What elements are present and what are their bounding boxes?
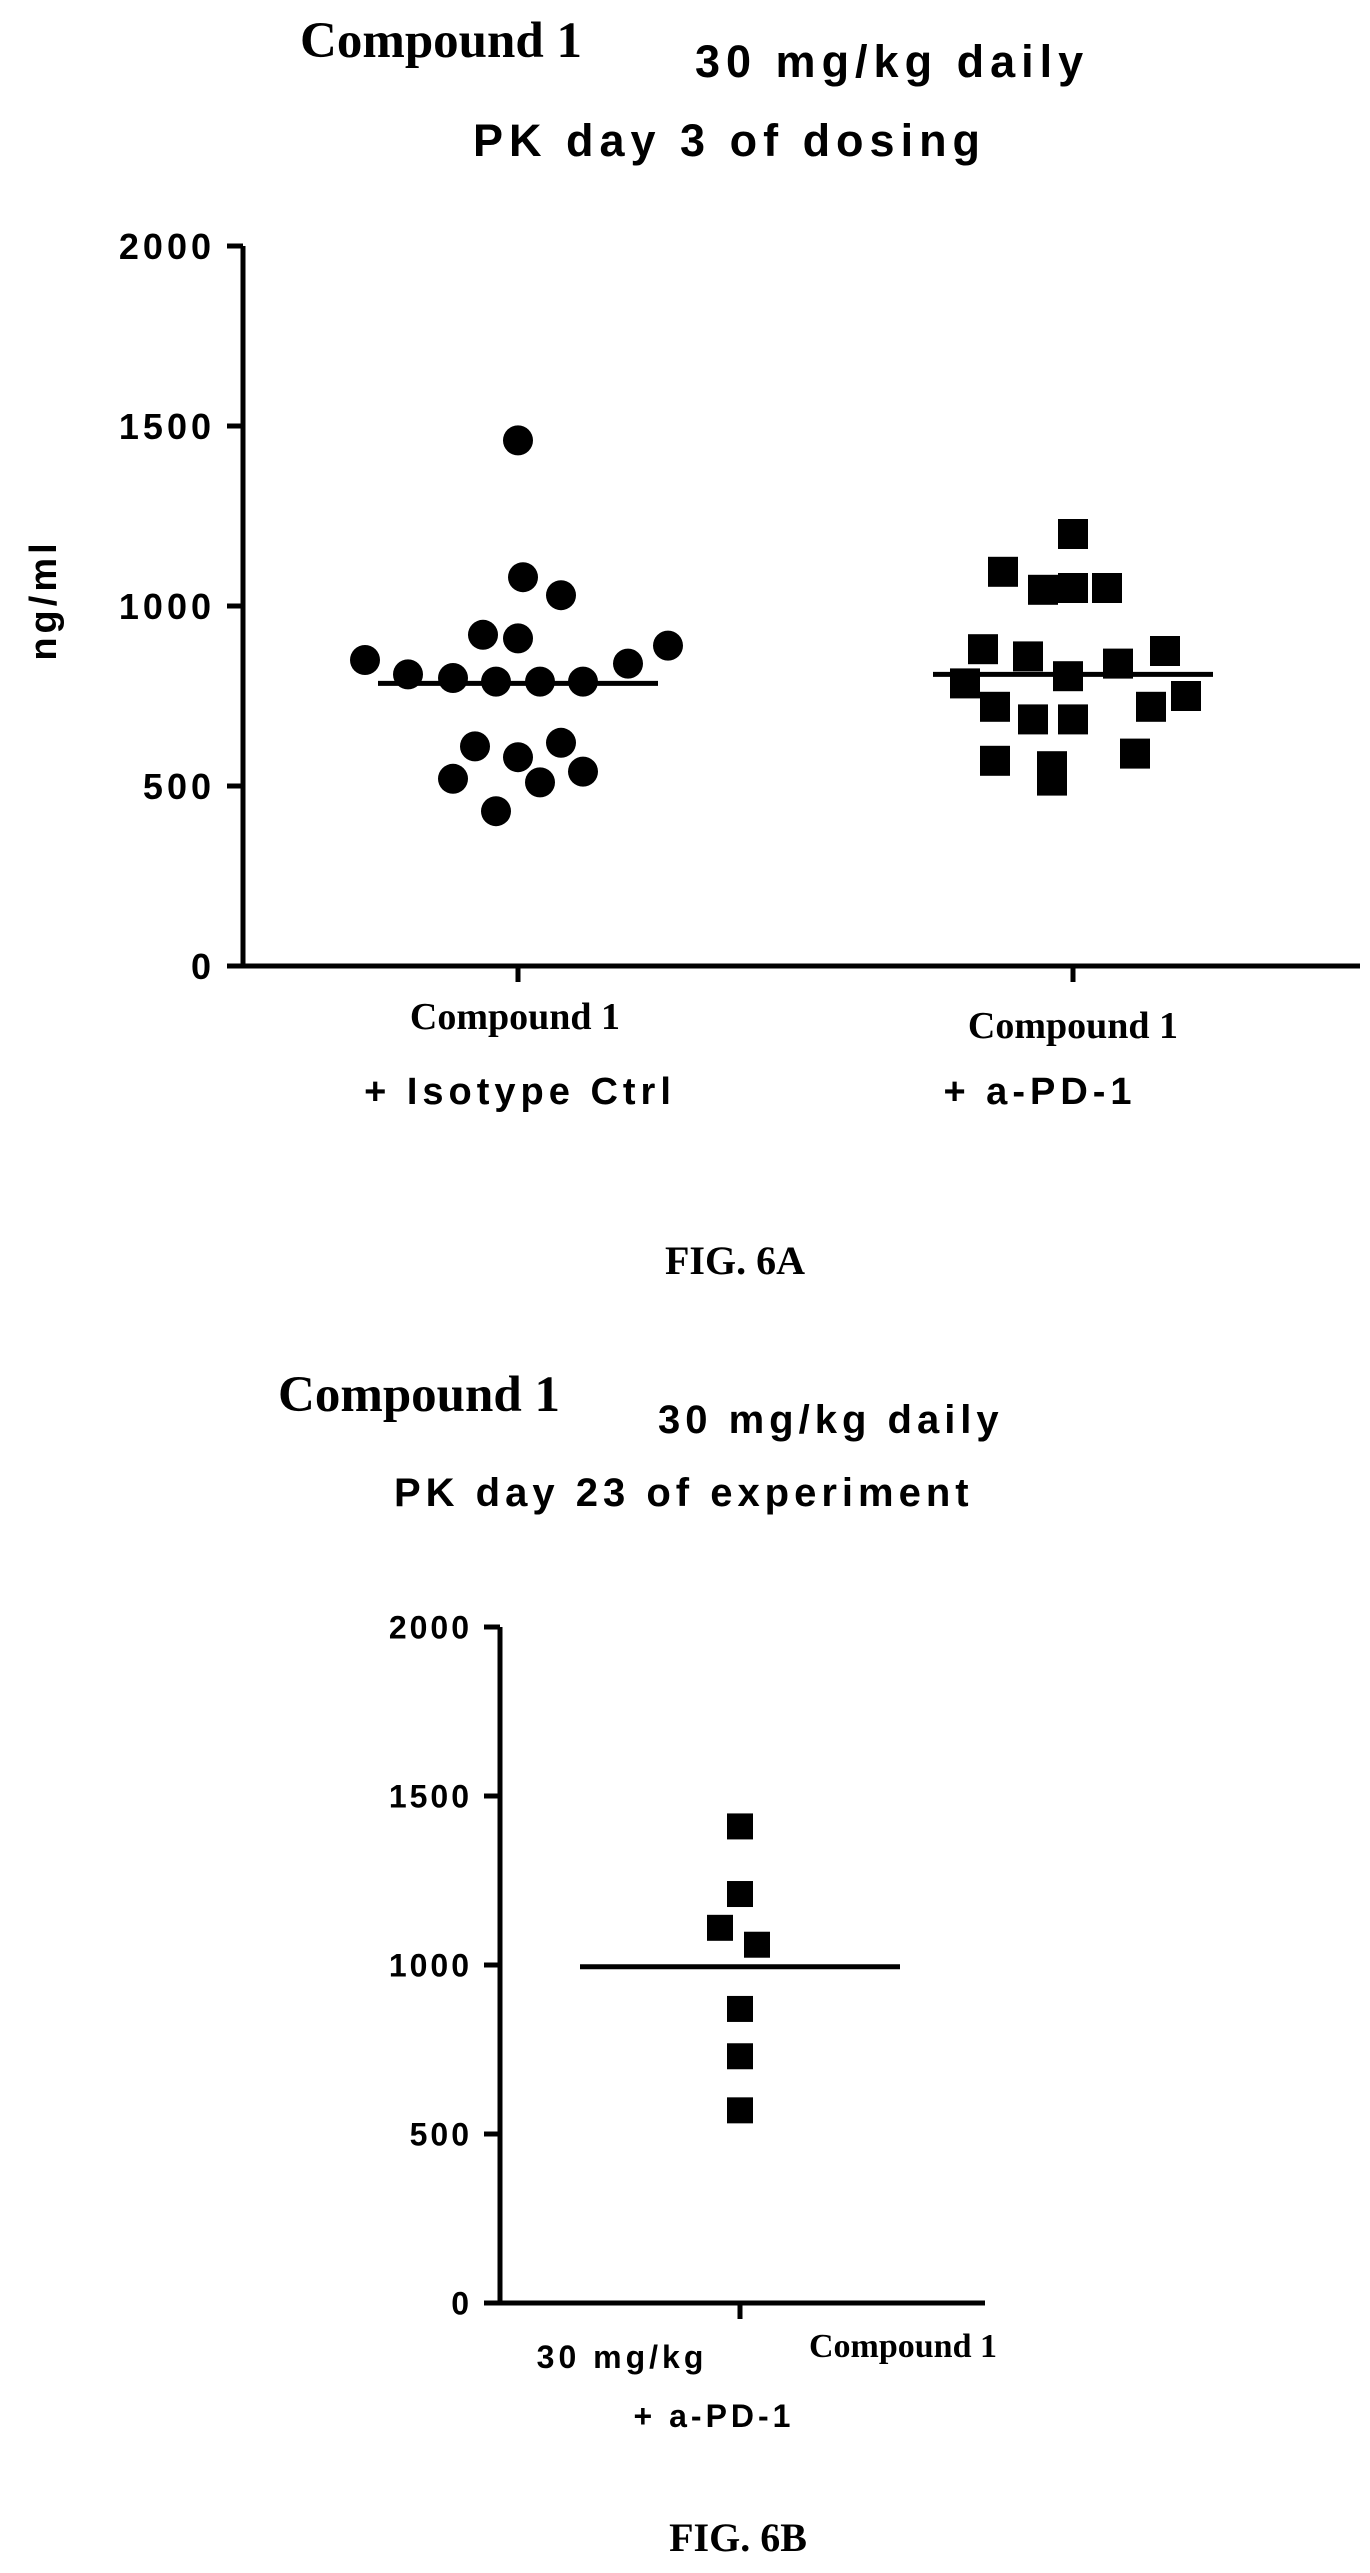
chart-6b-point bbox=[727, 2097, 753, 2124]
chart-6b-y-tick-label: 1500 bbox=[389, 1779, 472, 1815]
chart-6b-subtitle-line-1: 30 mg/kg daily bbox=[658, 1398, 1004, 1442]
chart-6a-point bbox=[1013, 641, 1043, 672]
chart-6a-point bbox=[503, 425, 533, 456]
chart-6b-point bbox=[707, 1914, 733, 1941]
chart-6a-point bbox=[503, 623, 533, 654]
chart-6b-category-line-1: 30 mg/kg bbox=[537, 2339, 708, 2375]
chart-6b-plot-area: 2000 1500 1000 500 0 bbox=[389, 1610, 985, 2322]
chart-6a-point bbox=[980, 691, 1010, 722]
chart-6b: Compound 1 30 mg/kg daily PK day 23 of e… bbox=[278, 1367, 1004, 2560]
chart-6a: Compound 1 30 mg/kg daily PK day 3 of do… bbox=[23, 13, 1360, 1283]
chart-6a-point bbox=[613, 648, 643, 679]
chart-6a-point bbox=[468, 619, 498, 650]
chart-6a-y-tick-label: 500 bbox=[143, 766, 215, 807]
chart-6a-point bbox=[1171, 681, 1201, 711]
chart-6a-point bbox=[968, 634, 998, 665]
chart-6b-title: Compound 1 bbox=[278, 1367, 560, 1423]
chart-6b-category-line-2: + a-PD-1 bbox=[634, 2398, 795, 2434]
chart-6a-subtitle-line-2: PK day 3 of dosing bbox=[473, 115, 986, 166]
chart-6b-subtitle-line-2: PK day 23 of experiment bbox=[394, 1471, 974, 1515]
chart-6a-ylabel: ng/ml bbox=[23, 539, 65, 660]
figure-label-6b: FIG. 6B bbox=[669, 2515, 807, 2560]
chart-6a-point bbox=[1120, 738, 1150, 769]
chart-6a-category-1-line-2: + Isotype Ctrl bbox=[364, 1071, 676, 1113]
chart-6a-point bbox=[546, 727, 576, 758]
chart-6b-point bbox=[727, 1881, 753, 1908]
chart-6b-point bbox=[727, 1813, 753, 1840]
figure-label-6a: FIG. 6A bbox=[665, 1238, 805, 1283]
chart-6b-y-tick-label: 0 bbox=[451, 2286, 472, 2322]
chart-6a-y-tick-label: 1500 bbox=[119, 406, 215, 447]
chart-6a-point bbox=[1136, 691, 1166, 722]
chart-6b-y-tick-label: 500 bbox=[410, 2117, 472, 2153]
chart-6a-point bbox=[525, 767, 555, 798]
chart-6b-category-extra: Compound 1 bbox=[809, 2328, 997, 2365]
chart-6b-point bbox=[744, 1931, 770, 1958]
chart-6b-y-tick-label: 2000 bbox=[389, 1610, 472, 1646]
chart-6b-point bbox=[727, 2043, 753, 2070]
chart-6a-category-1-line-1: Compound 1 bbox=[410, 996, 620, 1038]
chart-6a-point bbox=[460, 731, 490, 762]
chart-6a-subtitle-line-1: 30 mg/kg daily bbox=[695, 36, 1089, 87]
chart-6a-point bbox=[350, 645, 380, 675]
chart-6a-point bbox=[438, 763, 468, 794]
chart-6a-point bbox=[1018, 704, 1048, 735]
chart-6a-point bbox=[980, 745, 1010, 776]
chart-6a-point bbox=[1058, 519, 1088, 549]
chart-6a-point bbox=[653, 630, 683, 661]
chart-6b-point bbox=[727, 1995, 753, 2022]
chart-6a-point bbox=[1028, 574, 1058, 605]
chart-6a-point bbox=[546, 580, 576, 611]
chart-6a-point bbox=[438, 663, 468, 693]
chart-6a-y-tick-label: 1000 bbox=[119, 586, 215, 627]
chart-6a-point bbox=[1058, 704, 1088, 735]
chart-6a-point bbox=[481, 796, 511, 827]
chart-6b-y-tick-label: 1000 bbox=[389, 1948, 472, 1984]
chart-6a-point bbox=[1058, 573, 1088, 603]
chart-6a-title: Compound 1 bbox=[300, 13, 582, 69]
chart-6a-point bbox=[568, 756, 598, 787]
chart-6a-point bbox=[503, 742, 533, 773]
chart-6a-point bbox=[1150, 636, 1180, 666]
chart-6a-category-2-line-2: + a-PD-1 bbox=[943, 1071, 1136, 1113]
chart-6a-point bbox=[988, 556, 1018, 587]
chart-6a-point bbox=[1092, 573, 1122, 603]
chart-6a-y-tick-label: 2000 bbox=[119, 226, 215, 267]
chart-6a-category-2-line-1: Compound 1 bbox=[968, 1005, 1178, 1047]
chart-6a-y-tick-label: 0 bbox=[191, 946, 215, 987]
chart-6a-point bbox=[1037, 765, 1067, 796]
chart-6a-point bbox=[508, 562, 538, 593]
chart-6a-plot-area: 2000 1500 1000 500 0 bbox=[119, 226, 1360, 987]
